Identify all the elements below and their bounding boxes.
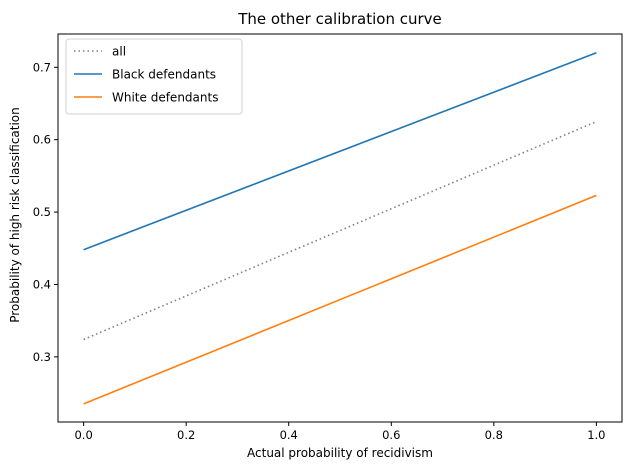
x-tick-label: 0.0 — [74, 428, 92, 442]
y-tick-label: 0.3 — [33, 350, 51, 364]
y-tick-label: 0.6 — [33, 133, 51, 147]
legend: all Black defendants White defendants — [65, 38, 243, 115]
legend-frame — [65, 38, 243, 115]
y-tick-label: 0.5 — [33, 205, 51, 219]
x-axis-ticks: 0.0 0.2 0.4 0.6 0.8 1.0 — [74, 422, 606, 442]
x-axis-label: Actual probability of recidivism — [247, 446, 433, 460]
y-axis-label: Probability of high risk classification — [8, 107, 22, 323]
series-line-1 — [83, 52, 597, 251]
x-tick-label: 0.2 — [177, 428, 195, 442]
y-tick-label: 0.7 — [33, 60, 51, 74]
y-axis-ticks: 0.3 0.4 0.5 0.6 0.7 — [33, 60, 58, 364]
legend-label-1: Black defendants — [112, 68, 216, 82]
y-tick-label: 0.4 — [33, 277, 51, 291]
series-line-2 — [83, 194, 597, 405]
x-tick-label: 0.6 — [382, 428, 400, 442]
legend-label-2: White defendants — [112, 91, 218, 105]
chart-title: The other calibration curve — [237, 10, 442, 28]
x-tick-label: 1.0 — [587, 428, 605, 442]
x-tick-label: 0.8 — [485, 428, 503, 442]
legend-label-0: all — [112, 45, 126, 59]
series-line-0 — [83, 120, 597, 341]
x-tick-label: 0.4 — [280, 428, 298, 442]
